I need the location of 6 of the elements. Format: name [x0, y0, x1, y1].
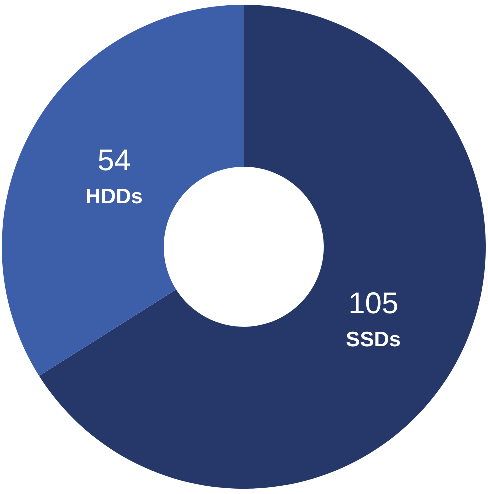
slice-label: HDDs: [86, 186, 143, 209]
donut-slice: [2, 5, 244, 376]
donut-slice: [39, 5, 486, 489]
data-label: 105: [348, 287, 399, 320]
slice-label: SSDs: [346, 328, 402, 352]
data-label: 54: [98, 144, 132, 178]
